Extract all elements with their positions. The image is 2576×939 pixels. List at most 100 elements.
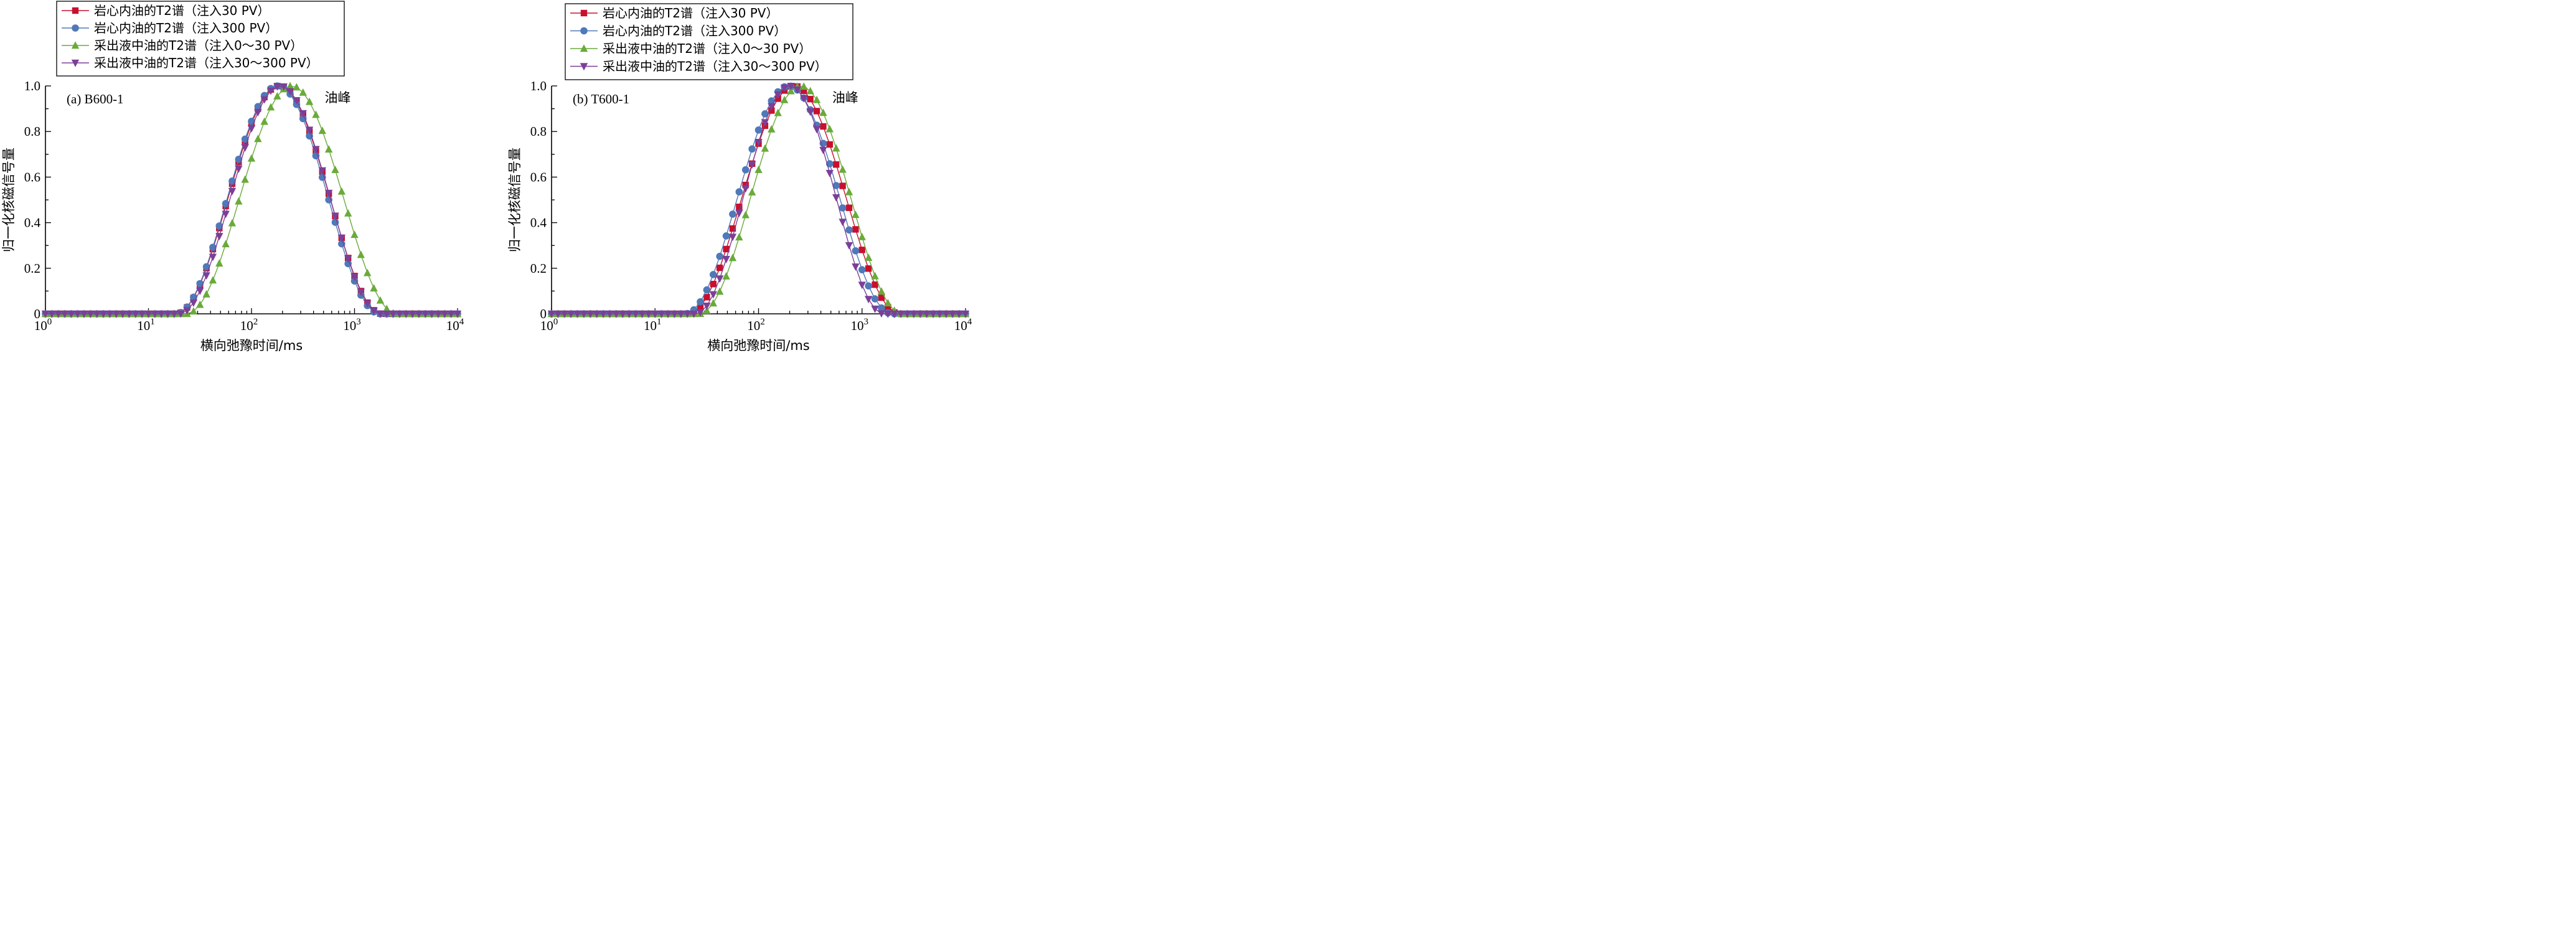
data-point [748,145,756,153]
data-point [215,233,223,241]
legend-item: 岩心内油的T2谱（注入30 PV） [570,6,779,21]
data-point [189,307,198,315]
data-point [344,209,352,217]
data-point [703,286,711,294]
data-point [761,144,769,152]
data-point [878,304,885,312]
y-axis-title: 归一化核磁信号量 [1,148,16,252]
x-tick-label: 101 [137,317,155,333]
data-point [280,83,288,91]
data-point [196,300,204,308]
data-point [657,310,665,318]
data-point [820,123,827,130]
data-point [864,296,873,304]
data-point [780,95,789,103]
data-point [619,310,627,318]
data-point [768,107,775,114]
data-point [812,95,821,103]
y-tick-label: 0.8 [24,124,40,139]
data-point [780,84,789,92]
x-tick-label: 104 [954,317,972,333]
data-point [865,282,872,290]
legend-marker [72,24,79,32]
data-point [741,210,750,219]
data-point [877,310,886,318]
data-point [273,92,281,100]
data-point [402,310,410,318]
data-point [852,210,860,219]
data-point [254,109,262,116]
data-point [235,197,243,205]
data-point [318,126,326,134]
data-point [819,146,827,154]
data-point [722,232,730,240]
x-tick-label: 100 [34,317,52,333]
data-point [872,281,878,288]
legend-item: 岩心内油的T2谱（注入300 PV） [62,21,278,35]
data-point [125,310,133,318]
data-point [878,294,885,301]
data-point [961,310,970,318]
data-point [228,187,237,196]
data-point [806,108,814,116]
data-point [599,310,608,318]
data-point [742,181,749,189]
data-point [337,234,346,242]
data-point [774,108,782,116]
data-point [819,108,827,116]
data-point [293,83,301,91]
data-point [383,310,391,318]
data-point [157,310,166,318]
data-point [839,219,847,227]
data-point [106,310,114,318]
data-point [697,298,704,306]
data-point [877,287,886,295]
data-point [651,310,659,318]
data-point [761,119,769,127]
data-point [241,175,249,183]
data-point [858,281,866,290]
y-tick-label: 0 [34,306,41,321]
data-point [118,310,127,318]
data-point [235,165,243,173]
data-point [754,139,763,146]
data-point [363,300,372,308]
data-point [677,310,685,318]
legend-marker [580,9,588,17]
data-point [754,126,763,134]
data-point [222,210,230,219]
y-tick-label: 0.2 [24,261,40,276]
data-point [800,82,808,90]
legend-label: 采出液中油的T2谱（注入0～30 PV） [603,41,811,56]
x-tick-label: 103 [343,317,361,333]
data-point [723,245,730,253]
data-point [324,145,333,153]
data-point [299,115,307,123]
data-point [337,187,346,195]
data-point [916,310,924,318]
data-point [376,296,385,304]
data-point [144,310,153,318]
legend-item: 岩心内油的T2谱（注入30 PV） [62,3,270,18]
data-point [949,310,957,318]
data-point [318,167,326,175]
data-point [222,240,230,248]
x-tick-label: 100 [540,317,558,333]
data-point [890,310,898,318]
data-point [60,310,69,318]
data-point [845,187,853,196]
data-point [389,310,397,318]
data-point [709,299,717,307]
figure-canvas: 100 101 102 103 104 0 0.2 0.4 0.6 0.8 1.0 横向弛豫时间/ms… [1,1,972,353]
data-point [580,310,588,318]
y-axis-title: 归一化核磁信号量 [507,148,522,252]
data-point [896,310,905,318]
data-point [825,169,834,177]
data-point [884,310,892,318]
data-point [99,310,108,318]
data-point [222,200,230,207]
data-point [858,266,866,273]
data-point [209,243,217,251]
data-point [865,265,872,272]
data-point [825,125,834,133]
